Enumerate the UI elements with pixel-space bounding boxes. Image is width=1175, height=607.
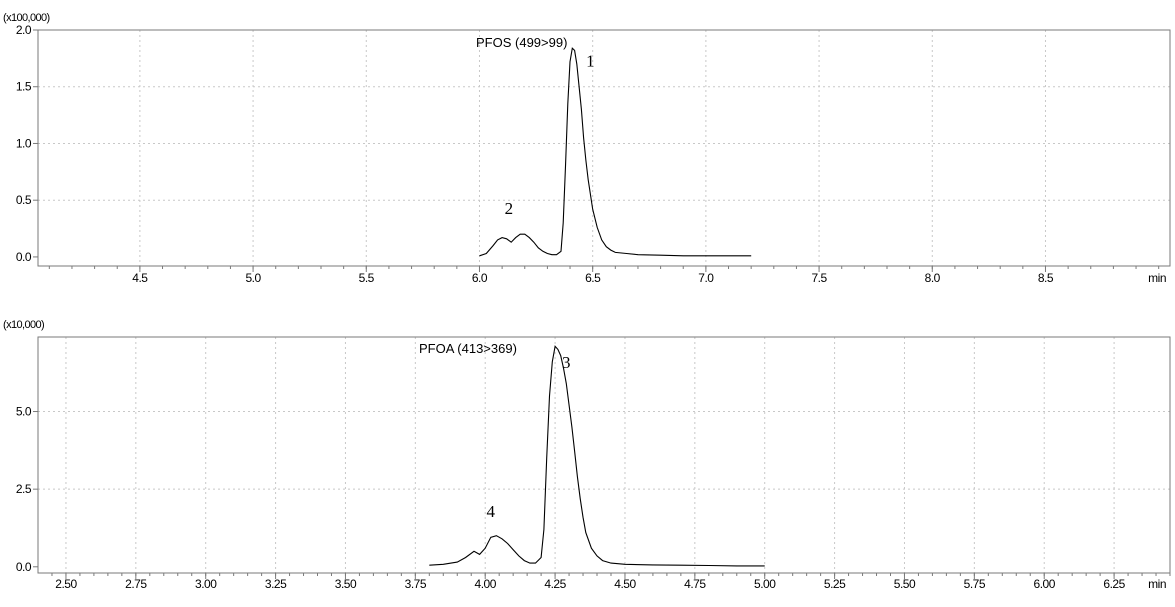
panel-2-x-tick-label: 4.25	[544, 577, 566, 591]
panel-2-x-tick-label: 4.75	[684, 577, 706, 591]
panel-2-y-multiplier-label: (x10,000)	[3, 319, 44, 331]
panel-1-x-tick-label: 6.0	[472, 271, 488, 285]
panel-2-x-tick-label: 4.50	[614, 577, 636, 591]
panel-2-x-tick-label: 5.75	[964, 577, 986, 591]
panel-2-x-tick-label: 5.00	[754, 577, 776, 591]
panel-1-x-tick-label: 6.5	[585, 271, 601, 285]
panel-1-x-tick-label: 7.0	[698, 271, 714, 285]
panel-2-chromatogram-trace	[429, 345, 765, 567]
panel-1-y-multiplier-label: (x100,000)	[3, 12, 50, 24]
panel-2-y-tick-label: 0.0	[16, 560, 32, 574]
panel-1-x-tick-label: 5.0	[245, 271, 261, 285]
panel-1-y-tick-label: 1.0	[16, 136, 32, 150]
panel-2-x-tick-label: 6.25	[1103, 577, 1125, 591]
panel-2-x-tick-label: 2.50	[55, 577, 77, 591]
panel-2-x-tick-label: 3.75	[405, 577, 427, 591]
panel-1-y-tick-label: 0.0	[16, 250, 32, 264]
panel-2-peak-label-4: 4	[487, 502, 496, 521]
panel-2-x-tick-label: 3.00	[195, 577, 217, 591]
panel-1-plot-frame	[37, 29, 1171, 267]
panel-1-y-tick-label: 2.0	[16, 23, 32, 37]
panel-1-x-tick-label: 5.5	[359, 271, 375, 285]
panel-2-x-tick-label: 2.75	[125, 577, 147, 591]
panel-1-peak-label-2: 2	[505, 199, 514, 218]
panel-2-x-tick-label: 5.50	[894, 577, 916, 591]
panel-1-x-tick-label: 4.5	[132, 271, 148, 285]
panel-2-x-tick-label: 6.00	[1034, 577, 1056, 591]
panel-1-x-unit-label: min	[1148, 271, 1166, 285]
panel-1-trace-title: PFOS (499>99)	[476, 35, 567, 50]
panel-2-trace-title: PFOA (413>369)	[419, 341, 517, 356]
panel-1-y-tick-label: 1.5	[16, 80, 32, 94]
panel-2-y-tick-label: 5.0	[16, 405, 32, 419]
panel-2-x-tick-label: 3.25	[265, 577, 287, 591]
panel-1-x-tick-label: 7.5	[811, 271, 827, 285]
panel-1-y-tick-label: 0.5	[16, 193, 32, 207]
panel-2-x-unit-label: min	[1148, 577, 1166, 591]
panel-2-peak-label-3: 3	[562, 353, 571, 372]
panel-1-x-tick-label: 8.5	[1038, 271, 1054, 285]
panel-1-peak-label-1: 1	[586, 51, 595, 70]
panel-2-x-tick-label: 5.25	[824, 577, 846, 591]
panel-2-x-tick-label: 4.00	[475, 577, 497, 591]
panel-2-y-tick-label: 2.5	[16, 482, 32, 496]
panel-2-x-tick-label: 3.50	[335, 577, 357, 591]
panel-2-plot-frame	[37, 336, 1171, 574]
panel-1-chromatogram-trace	[479, 47, 752, 257]
panel-1-x-tick-label: 8.0	[925, 271, 941, 285]
